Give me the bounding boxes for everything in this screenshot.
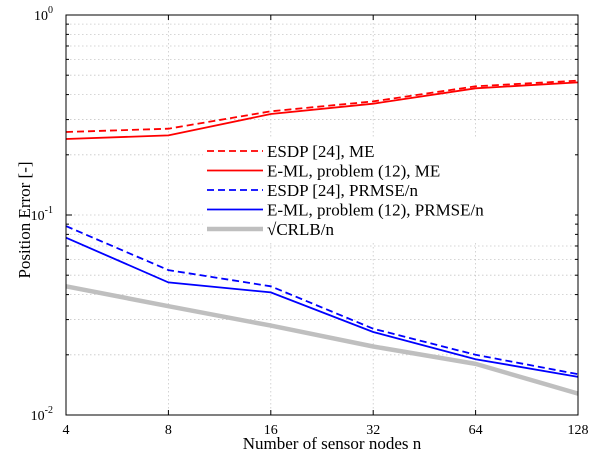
series-line-3 — [65, 236, 579, 378]
x-tick-label: 8 — [165, 423, 172, 438]
y-tick-label: 10-2 — [31, 405, 53, 424]
legend-label: E-ML, problem (12), ME — [267, 162, 440, 181]
series-line-0 — [65, 79, 579, 133]
y-tick-labels: 100 10-1 10-2 — [31, 5, 53, 424]
x-tick-label: 128 — [568, 423, 589, 438]
series-line-4 — [65, 284, 579, 396]
x-axis-label: Number of sensor nodes n — [243, 434, 422, 453]
legend-label: ESDP [24], PRMSE/n — [267, 181, 418, 200]
x-tick-label: 32 — [366, 423, 380, 438]
legend-label: √CRLB/n — [267, 220, 334, 239]
x-tick-label: 4 — [63, 423, 70, 438]
legend-background — [203, 137, 575, 243]
series-line-2 — [65, 225, 579, 376]
x-tick-label: 64 — [469, 423, 483, 438]
y-tick-label: 10-1 — [31, 205, 53, 224]
series-lines — [65, 79, 579, 396]
y-tick-label: 100 — [34, 5, 53, 24]
x-tick-label: 16 — [264, 423, 278, 438]
series-line-1 — [65, 81, 579, 140]
legend-label: ESDP [24], ME — [267, 142, 375, 161]
legend: ESDP [24], MEE-ML, problem (12), MEESDP … — [203, 137, 575, 243]
grid — [66, 15, 578, 415]
x-tick-labels: 4 8 16 32 64 128 — [63, 423, 589, 438]
ticks — [65, 15, 579, 416]
y-axis-label: Position Error [-] — [15, 161, 34, 278]
legend-label: E-ML, problem (12), PRMSE/n — [267, 201, 484, 220]
